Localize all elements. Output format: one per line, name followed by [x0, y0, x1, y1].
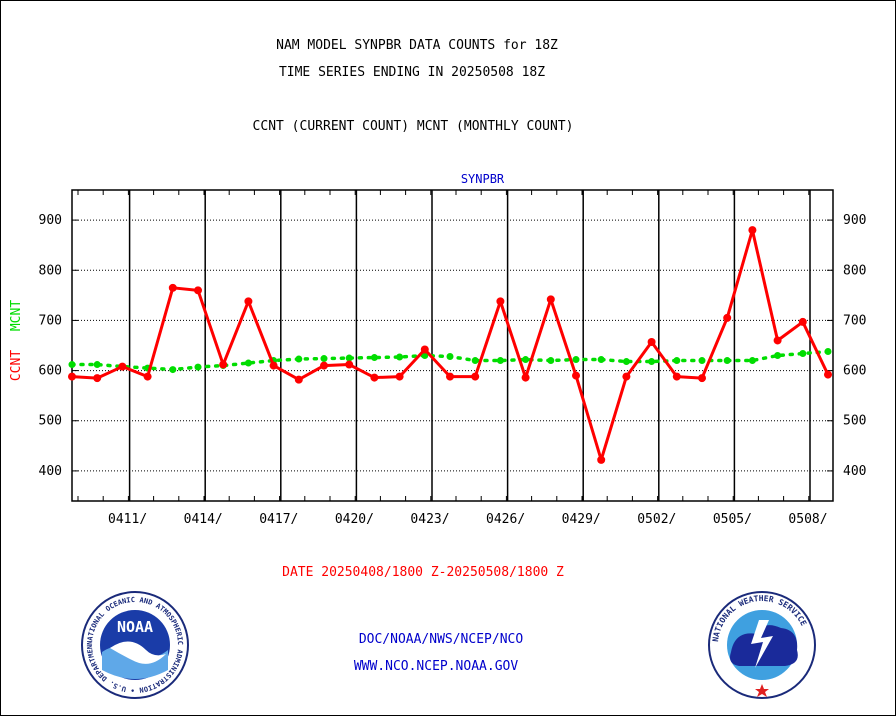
x-tick-label: 0414/	[184, 512, 223, 527]
mcnt-point	[522, 356, 530, 364]
ccnt-point	[672, 372, 681, 381]
ccnt-point	[748, 226, 757, 235]
ccnt-point	[471, 372, 480, 381]
ccnt-point	[93, 374, 102, 383]
y-tick-label-right: 400	[843, 464, 866, 479]
y-tick-label-right: 600	[843, 364, 866, 379]
ccnt-point	[168, 283, 177, 292]
x-tick-label: 0420/	[335, 512, 374, 527]
chart-subtitle: CCNT (CURRENT COUNT) MCNT (MONTHLY COUNT…	[252, 119, 574, 134]
mcnt-point	[68, 361, 76, 369]
footer-org: DOC/NOAA/NWS/NCEP/NCO	[358, 632, 524, 647]
x-tick-label: 0417/	[259, 512, 298, 527]
mcnt-point	[597, 356, 605, 364]
ccnt-point	[219, 360, 228, 369]
plot-frame	[71, 189, 834, 502]
ccnt-point	[798, 317, 807, 326]
ccnt-point	[698, 374, 706, 383]
series-line-ccnt	[71, 228, 830, 462]
mcnt-point	[320, 355, 328, 363]
ccnt-point	[622, 372, 631, 381]
mcnt-point	[194, 363, 202, 371]
noaa-logo: NATIONAL OCEANIC AND ATMOSPHERIC ADMINIS…	[80, 590, 189, 699]
footer-url[interactable]: WWW.NCO.NCEP.NOAA.GOV	[353, 659, 519, 674]
ccnt-point	[546, 295, 555, 304]
ccnt-point	[320, 361, 328, 370]
y-tick-label-right: 900	[843, 213, 866, 228]
y-tick-label: 800	[39, 263, 62, 278]
date-range-label: DATE 20250408/1800 Z-20250508/1800 Z	[282, 565, 564, 580]
ccnt-point	[68, 372, 76, 381]
ccnt-point	[294, 375, 303, 384]
ccnt-point	[118, 362, 127, 371]
x-tick-label: 0429/	[562, 512, 601, 527]
y-tick-label: 500	[39, 414, 62, 429]
ccnt-point	[420, 345, 429, 354]
nws-logo: NATIONAL WEATHER SERVICE	[708, 591, 816, 699]
x-tick-label: 0502/	[637, 512, 676, 527]
x-tick-label: 0423/	[410, 512, 449, 527]
y-axis-label-ccnt: CCNT	[9, 350, 24, 381]
ccnt-point	[597, 455, 606, 464]
y-tick-label-right: 800	[843, 263, 866, 278]
ccnt-point	[521, 373, 530, 382]
ccnt-point	[647, 337, 656, 346]
mcnt-point	[698, 357, 706, 365]
ccnt-point	[773, 336, 782, 345]
y-tick-label: 700	[39, 313, 62, 328]
mcnt-point	[345, 354, 353, 362]
y-tick-label: 400	[39, 464, 62, 479]
y-tick-label: 900	[39, 213, 62, 228]
chart-title-line1: NAM MODEL SYNPBR DATA COUNTS for 18Z	[276, 38, 558, 53]
ccnt-point	[194, 286, 202, 295]
mcnt-point	[295, 355, 303, 363]
x-tick-label: 0426/	[486, 512, 525, 527]
ccnt-point	[143, 372, 152, 381]
mcnt-point	[622, 358, 630, 366]
y-tick-label: 600	[39, 364, 62, 379]
plot-title: SYNPBR	[461, 172, 505, 186]
ccnt-point	[395, 372, 404, 381]
mcnt-point	[824, 348, 832, 356]
mcnt-point	[572, 356, 580, 364]
ccnt-point	[824, 370, 832, 379]
ccnt-point	[572, 371, 580, 380]
y-tick-label-right: 700	[843, 313, 866, 328]
mcnt-point	[547, 357, 555, 365]
chart-title-line2: TIME SERIES ENDING IN 20250508 18Z	[278, 65, 546, 80]
ccnt-point	[496, 297, 505, 306]
svg-text:NOAA: NOAA	[117, 618, 153, 636]
x-tick-label: 0508/	[788, 512, 827, 527]
mcnt-point	[496, 357, 504, 365]
mcnt-point	[93, 361, 101, 369]
mcnt-point	[723, 357, 731, 365]
mcnt-point	[799, 350, 807, 358]
x-tick-label: 0505/	[713, 512, 752, 527]
mcnt-point	[774, 352, 782, 360]
mcnt-point	[244, 359, 252, 367]
mcnt-point	[370, 354, 378, 362]
mcnt-point	[169, 366, 177, 374]
ccnt-point	[370, 373, 379, 382]
x-tick-label: 0411/	[108, 512, 147, 527]
y-tick-label-right: 500	[843, 414, 866, 429]
ccnt-point	[446, 372, 454, 381]
mcnt-point	[673, 357, 681, 365]
y-axis-label-mcnt: MCNT	[9, 300, 24, 331]
mcnt-point	[471, 357, 479, 365]
ccnt-point	[345, 360, 354, 369]
mcnt-point	[648, 358, 656, 366]
mcnt-point	[396, 353, 404, 361]
ccnt-point	[723, 313, 732, 322]
mcnt-point	[748, 357, 756, 365]
mcnt-point	[446, 353, 454, 361]
mcnt-point	[421, 352, 429, 360]
ccnt-point	[244, 297, 253, 306]
ccnt-point	[269, 361, 278, 370]
